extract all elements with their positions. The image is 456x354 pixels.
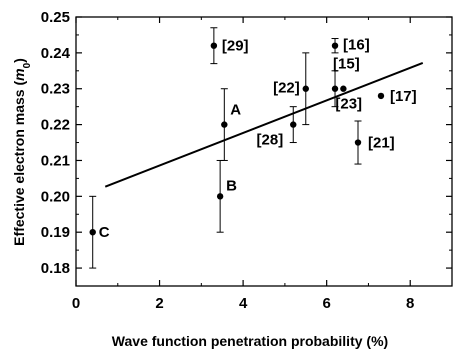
data-point: [354, 139, 362, 146]
data-point: [340, 85, 347, 92]
point-label: [16]: [343, 37, 370, 54]
y-tick-label: 0.24: [41, 45, 71, 62]
y-axis-title: Effective electron mass (m0): [11, 58, 33, 246]
data-point: [331, 42, 339, 49]
x-tick-label: 0: [72, 295, 80, 312]
point-label: [21]: [368, 135, 395, 152]
y-tick-label: 0.22: [41, 117, 70, 134]
point-label: [28]: [257, 132, 284, 149]
x-tick-label: 8: [406, 295, 414, 312]
x-tick-label: 6: [322, 295, 330, 312]
y-tick-label: 0.20: [41, 188, 70, 205]
y-tick-label: 0.23: [41, 81, 70, 98]
fit-line: [104, 61, 424, 188]
point-label: [23]: [335, 96, 362, 113]
point-label: C: [99, 224, 110, 241]
y-tick-label: 0.19: [41, 224, 70, 241]
point-label: [15]: [333, 56, 360, 73]
y-tick-label: 0.21: [41, 152, 70, 169]
x-tick-label: 2: [155, 295, 163, 312]
plot-frame: [75, 16, 453, 287]
data-point: [331, 85, 339, 92]
y-tick-label: 0.25: [41, 9, 70, 26]
point-label: B: [226, 177, 237, 194]
point-label: [22]: [273, 80, 300, 97]
y-tick-label: 0.18: [41, 260, 70, 277]
x-tick-label: 4: [239, 295, 248, 312]
point-label: [29]: [222, 38, 249, 55]
data-point: [377, 92, 385, 100]
data-point: [302, 85, 309, 92]
data-point: [216, 193, 224, 200]
data-point: [290, 121, 297, 128]
data-point: [210, 42, 218, 49]
point-label: [17]: [390, 88, 417, 105]
data-point: [89, 229, 96, 236]
data-point: [221, 121, 228, 128]
point-label: A: [230, 102, 241, 119]
x-axis-title: Wave function penetration probability (%…: [112, 333, 388, 349]
